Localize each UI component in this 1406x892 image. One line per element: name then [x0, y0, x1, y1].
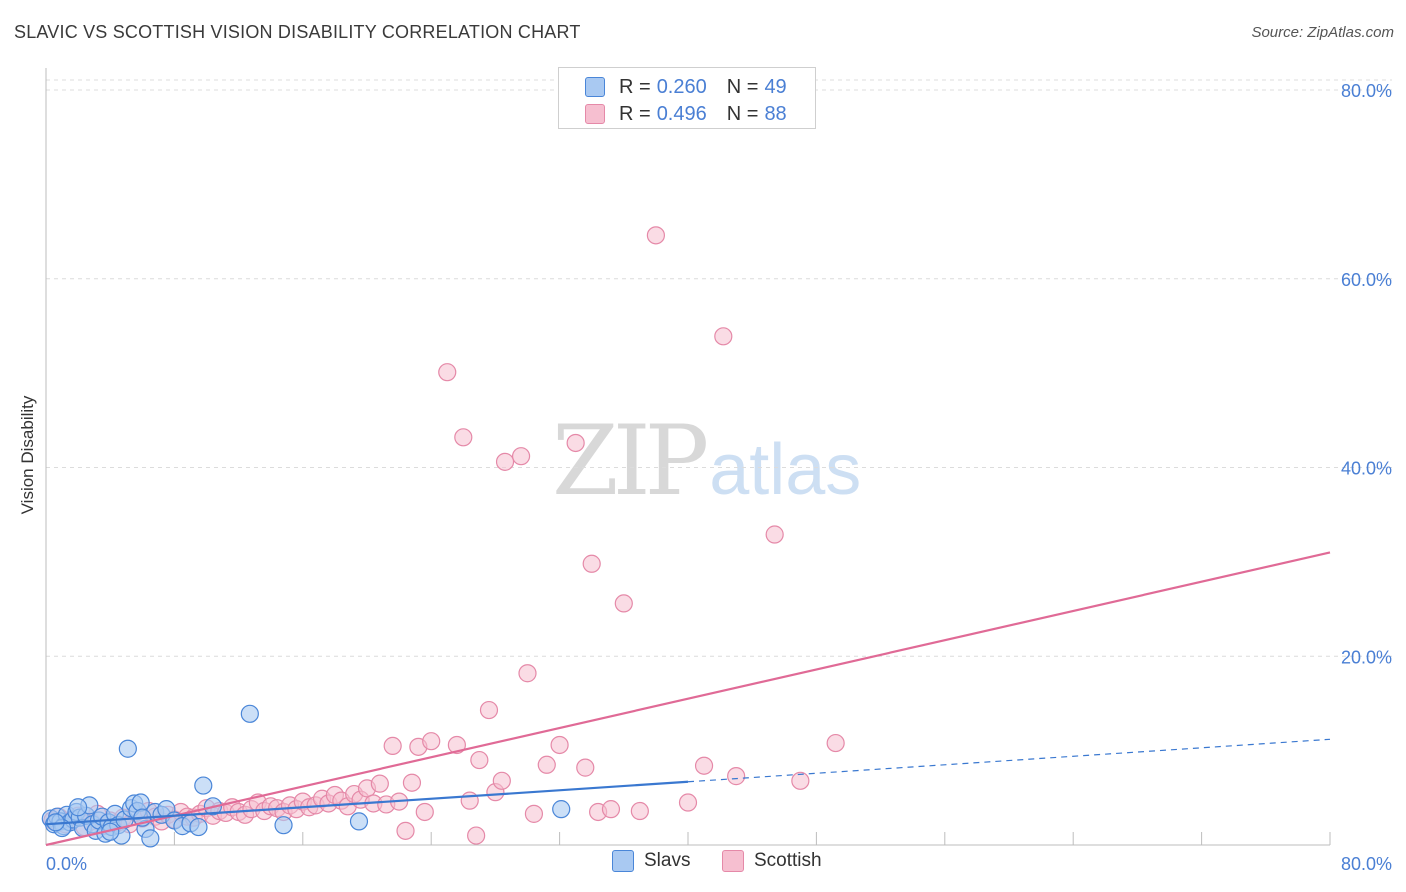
scottish-point — [630, 801, 649, 821]
x-tick-label-min: 0.0% — [46, 854, 87, 874]
slavs-point — [349, 812, 369, 831]
scottish-point — [454, 428, 473, 447]
r-label: R = — [619, 75, 651, 98]
trend-lines — [45, 551, 1331, 847]
scottish-point — [576, 758, 595, 777]
scottish-n-value: 88 — [764, 102, 787, 125]
slavs-points — [41, 704, 571, 848]
slavs-point — [552, 800, 571, 819]
slavs-point — [274, 816, 293, 835]
y-tick-label: 80.0% — [1341, 81, 1392, 101]
scottish-point — [467, 826, 486, 845]
scottish-swatch — [585, 104, 605, 124]
scottish-point — [438, 363, 457, 382]
scottish-point — [582, 554, 601, 573]
series-legend: Slavs Scottish — [0, 850, 1406, 878]
slavs-trend-line — [45, 780, 689, 826]
scottish-point — [791, 771, 810, 790]
slavs-r-value: 0.260 — [656, 75, 707, 98]
scottish-point — [402, 773, 422, 792]
legend-label-scottish: Scottish — [754, 850, 822, 871]
scottish-point — [646, 226, 666, 245]
n-label: N = — [726, 75, 759, 98]
y-tick-label: 20.0% — [1341, 647, 1392, 667]
scottish-point — [383, 736, 402, 756]
scottish-point — [460, 791, 479, 810]
axes — [45, 68, 1331, 846]
scottish-point — [495, 452, 515, 471]
slavs-point — [141, 829, 160, 848]
chart-title: SLAVIC VS SCOTTISH VISION DISABILITY COR… — [14, 22, 581, 42]
scottish-point — [511, 447, 531, 466]
slavs-point — [118, 739, 137, 758]
scottish-point — [492, 771, 511, 790]
scottish-points — [43, 226, 845, 845]
scottish-point — [614, 594, 633, 613]
legend-label-slavs: Slavs — [644, 850, 691, 871]
slavs-point — [194, 776, 213, 795]
gridlines — [46, 79, 1392, 657]
scottish-point — [370, 774, 389, 793]
scottish-point — [396, 821, 415, 840]
scottish-point — [422, 732, 441, 751]
slavs-swatch — [612, 850, 634, 872]
scottish-point — [714, 327, 733, 346]
scottish-point — [727, 767, 746, 786]
legend-item-scottish[interactable]: Scottish — [722, 850, 822, 872]
x-tick-label-max: 80.0% — [1341, 854, 1392, 874]
scottish-point — [470, 750, 489, 770]
scottish-point — [765, 525, 784, 544]
source-label: Source: ZipAtlas.com — [1251, 24, 1394, 41]
slavs-swatch — [585, 77, 605, 97]
legend-item-slavs[interactable]: Slavs — [612, 850, 690, 872]
n-label: N = — [726, 102, 759, 125]
r-label: R = — [619, 102, 651, 125]
legend-row-slavs: R = 0.260 N = 49 — [585, 74, 787, 100]
scottish-point — [550, 735, 569, 755]
slavs-point — [189, 817, 208, 837]
slavs-point — [68, 798, 88, 817]
slavs-point — [240, 704, 259, 723]
correlation-legend: R = 0.260 N = 49 R = 0.496 N = 88 — [558, 67, 816, 129]
scottish-point — [694, 756, 714, 775]
y-tick-label: 40.0% — [1341, 459, 1392, 479]
scottish-point — [601, 800, 621, 819]
scottish-point — [479, 700, 499, 720]
scottish-point — [415, 802, 434, 822]
slavs-trend-extension — [687, 738, 1331, 783]
scottish-point — [826, 733, 845, 753]
scottish-point — [518, 664, 537, 683]
scottish-swatch — [722, 850, 744, 872]
scottish-point — [678, 793, 698, 812]
scottish-point — [566, 433, 585, 453]
tick-labels: 20.0% 40.0% 60.0% 80.0% 0.0% 80.0% — [46, 81, 1392, 874]
scottish-point — [447, 735, 466, 755]
legend-row-scottish: R = 0.496 N = 88 — [585, 101, 787, 127]
scottish-r-value: 0.496 — [656, 102, 707, 125]
scottish-point — [524, 804, 544, 823]
slavs-n-value: 49 — [764, 75, 787, 98]
y-tick-label: 60.0% — [1341, 270, 1392, 290]
scottish-trend-line — [45, 551, 1331, 847]
scottish-point — [537, 755, 556, 774]
slavs-point — [131, 793, 150, 812]
